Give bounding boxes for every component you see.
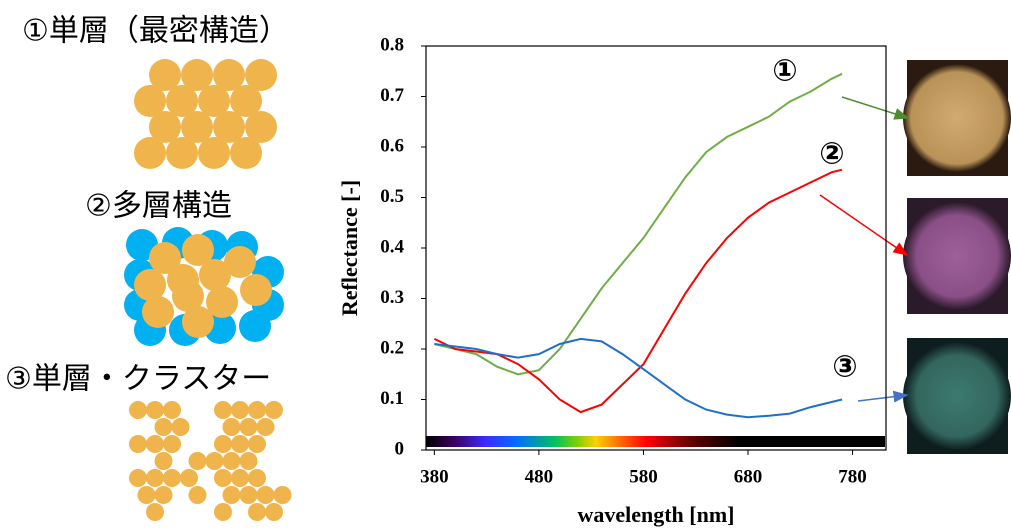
series-label: ① — [772, 54, 797, 89]
particle — [189, 452, 207, 470]
particle — [166, 137, 198, 169]
particle — [163, 401, 181, 419]
particle — [239, 310, 271, 342]
particle — [172, 418, 190, 436]
y-tick-label: 0.4 — [380, 236, 404, 257]
particle — [231, 469, 249, 487]
particle — [240, 274, 272, 306]
arrow — [858, 395, 907, 401]
particle — [199, 259, 231, 291]
particle — [146, 435, 164, 453]
particle — [274, 486, 292, 504]
particle — [206, 452, 224, 470]
particle — [214, 469, 232, 487]
particle — [248, 401, 266, 419]
particle — [146, 503, 164, 521]
particle — [134, 137, 166, 169]
particle — [129, 435, 147, 453]
y-tick-label: 0.5 — [380, 186, 404, 207]
particle — [223, 418, 241, 436]
particle — [231, 401, 249, 419]
spectrum-bar — [426, 436, 885, 447]
y-tick-label: 0.2 — [380, 337, 404, 358]
particle — [134, 269, 166, 301]
series-label: ③ — [832, 350, 857, 385]
particle — [257, 486, 275, 504]
particle — [163, 469, 181, 487]
x-axis-title: wavelength [nm] — [577, 502, 734, 527]
x-tick-label: 780 — [838, 466, 867, 487]
y-tick-label: 0.1 — [380, 388, 404, 409]
particle — [163, 435, 181, 453]
particle — [189, 486, 207, 504]
particle — [155, 418, 173, 436]
y-axis-title: Reflectance [-] — [337, 180, 362, 316]
arrow — [820, 195, 907, 255]
particle — [182, 306, 214, 338]
particle — [214, 435, 232, 453]
particle — [265, 503, 283, 521]
particle — [155, 452, 173, 470]
y-tick-label: 0.3 — [380, 287, 404, 308]
particle — [146, 401, 164, 419]
photo-sample — [903, 64, 1011, 172]
particle — [240, 452, 258, 470]
panel-label: ③単層・クラスター — [5, 362, 271, 397]
particle — [240, 418, 258, 436]
particle — [198, 137, 230, 169]
y-tick-label: 0.6 — [380, 135, 404, 156]
particle — [240, 486, 258, 504]
particle — [180, 469, 198, 487]
photo-sample — [903, 342, 1011, 450]
plot-frame — [426, 46, 886, 450]
particle — [138, 486, 156, 504]
particle — [146, 469, 164, 487]
series-line — [434, 339, 842, 417]
particle — [248, 469, 266, 487]
photo-sample — [903, 202, 1011, 310]
particle — [214, 503, 232, 521]
particle — [223, 452, 241, 470]
particle — [223, 486, 241, 504]
x-tick-label: 480 — [525, 466, 554, 487]
series-label: ② — [819, 137, 844, 172]
particle — [142, 296, 174, 328]
particle — [214, 401, 232, 419]
particle — [129, 401, 147, 419]
x-tick-label: 580 — [629, 466, 658, 487]
y-tick-label: 0.7 — [380, 85, 404, 106]
particle — [265, 401, 283, 419]
series-line — [434, 170, 842, 412]
arrow — [842, 97, 908, 118]
particle — [155, 486, 173, 504]
particle — [129, 469, 147, 487]
panel-label: ②多層構造 — [85, 189, 232, 224]
panel-label: ①単層（最密構造） — [22, 14, 289, 49]
particle — [231, 435, 249, 453]
x-tick-label: 680 — [734, 466, 763, 487]
x-tick-label: 380 — [420, 466, 449, 487]
particle — [248, 435, 266, 453]
particle — [257, 418, 275, 436]
particle — [230, 137, 262, 169]
y-tick-label: 0.8 — [380, 34, 404, 55]
particle — [248, 503, 266, 521]
figure: ①単層（最密構造） ②多層構造 ③単層・クラスター wavelength [nm… — [0, 0, 1011, 530]
series-line — [434, 74, 842, 375]
y-tick-label: 0 — [395, 438, 405, 459]
